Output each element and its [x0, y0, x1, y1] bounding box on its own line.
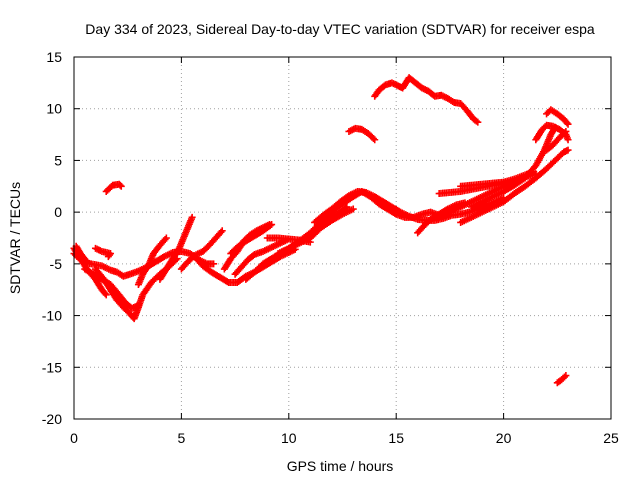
y-tick-label: -5 [50, 256, 63, 272]
data-point [349, 205, 357, 213]
y-tick-label: 15 [46, 49, 62, 65]
data-point [102, 291, 110, 299]
chart-title: Day 334 of 2023, Sidereal Day-to-day VTE… [85, 21, 595, 37]
data-point [563, 119, 571, 127]
series-s17 [274, 205, 357, 258]
series-s10 [102, 180, 125, 195]
data-point [564, 120, 572, 128]
data-point [561, 129, 569, 137]
y-axis-label: SDTVAR / TECUs [7, 182, 23, 294]
x-tick-label: 5 [178, 430, 186, 446]
series-s15 [227, 221, 276, 258]
series-s13 [231, 235, 293, 278]
data-point [82, 256, 90, 264]
data-point [104, 253, 112, 261]
data-point [268, 221, 276, 229]
data-point [562, 127, 570, 135]
y-tick-label: 0 [54, 204, 62, 220]
data-point [564, 136, 572, 144]
y-tick-label: 10 [46, 101, 62, 117]
data-point [474, 118, 482, 126]
x-axis-label: GPS time / hours [287, 458, 394, 474]
x-tick-label: 15 [388, 430, 404, 446]
data-point [218, 227, 226, 235]
series-s31 [553, 372, 570, 387]
axis-ticks [73, 56, 612, 420]
data-point [134, 301, 142, 309]
data-point [510, 177, 518, 185]
y-tick-label: -15 [42, 359, 62, 375]
data-point [116, 181, 124, 189]
data-point [117, 182, 125, 190]
data-point [188, 213, 196, 221]
x-tick-label: 0 [70, 430, 78, 446]
y-tick-label: -10 [42, 308, 62, 324]
series-s3 [72, 242, 91, 266]
data-point [266, 222, 274, 230]
data-point [560, 373, 568, 381]
series-s30 [345, 124, 379, 144]
x-tick-label: 20 [496, 430, 512, 446]
x-tick-label: 25 [603, 430, 619, 446]
series-s7 [134, 234, 170, 289]
data-series [70, 74, 572, 387]
data-point [562, 372, 570, 380]
data-point [472, 117, 480, 125]
y-tick-label: 5 [54, 152, 62, 168]
plot-frame [73, 56, 612, 420]
grid-lines [74, 57, 611, 419]
series-s28 [543, 127, 570, 154]
series-s22 [457, 146, 572, 226]
data-point [162, 234, 170, 242]
tick-labels: 0 5 10 15 20 25 -20 -15 -10 -5 0 5 10 15 [42, 49, 619, 446]
data-point [101, 290, 109, 298]
y-tick-label: -20 [42, 411, 62, 427]
series-s4 [91, 244, 115, 261]
series-s27 [543, 106, 572, 128]
series-s14 [242, 245, 299, 283]
data-point [83, 258, 91, 266]
series-s29 [371, 74, 482, 126]
data-point [223, 278, 231, 286]
series-s25 [435, 177, 518, 198]
x-tick-label: 10 [281, 430, 297, 446]
series-s6 [81, 265, 142, 312]
data-point [161, 235, 169, 243]
data-point [217, 228, 225, 236]
data-point [564, 146, 572, 154]
data-point [210, 260, 218, 268]
data-point [371, 136, 379, 144]
data-point [369, 135, 377, 143]
series-s8 [156, 213, 196, 283]
data-point [530, 168, 538, 176]
